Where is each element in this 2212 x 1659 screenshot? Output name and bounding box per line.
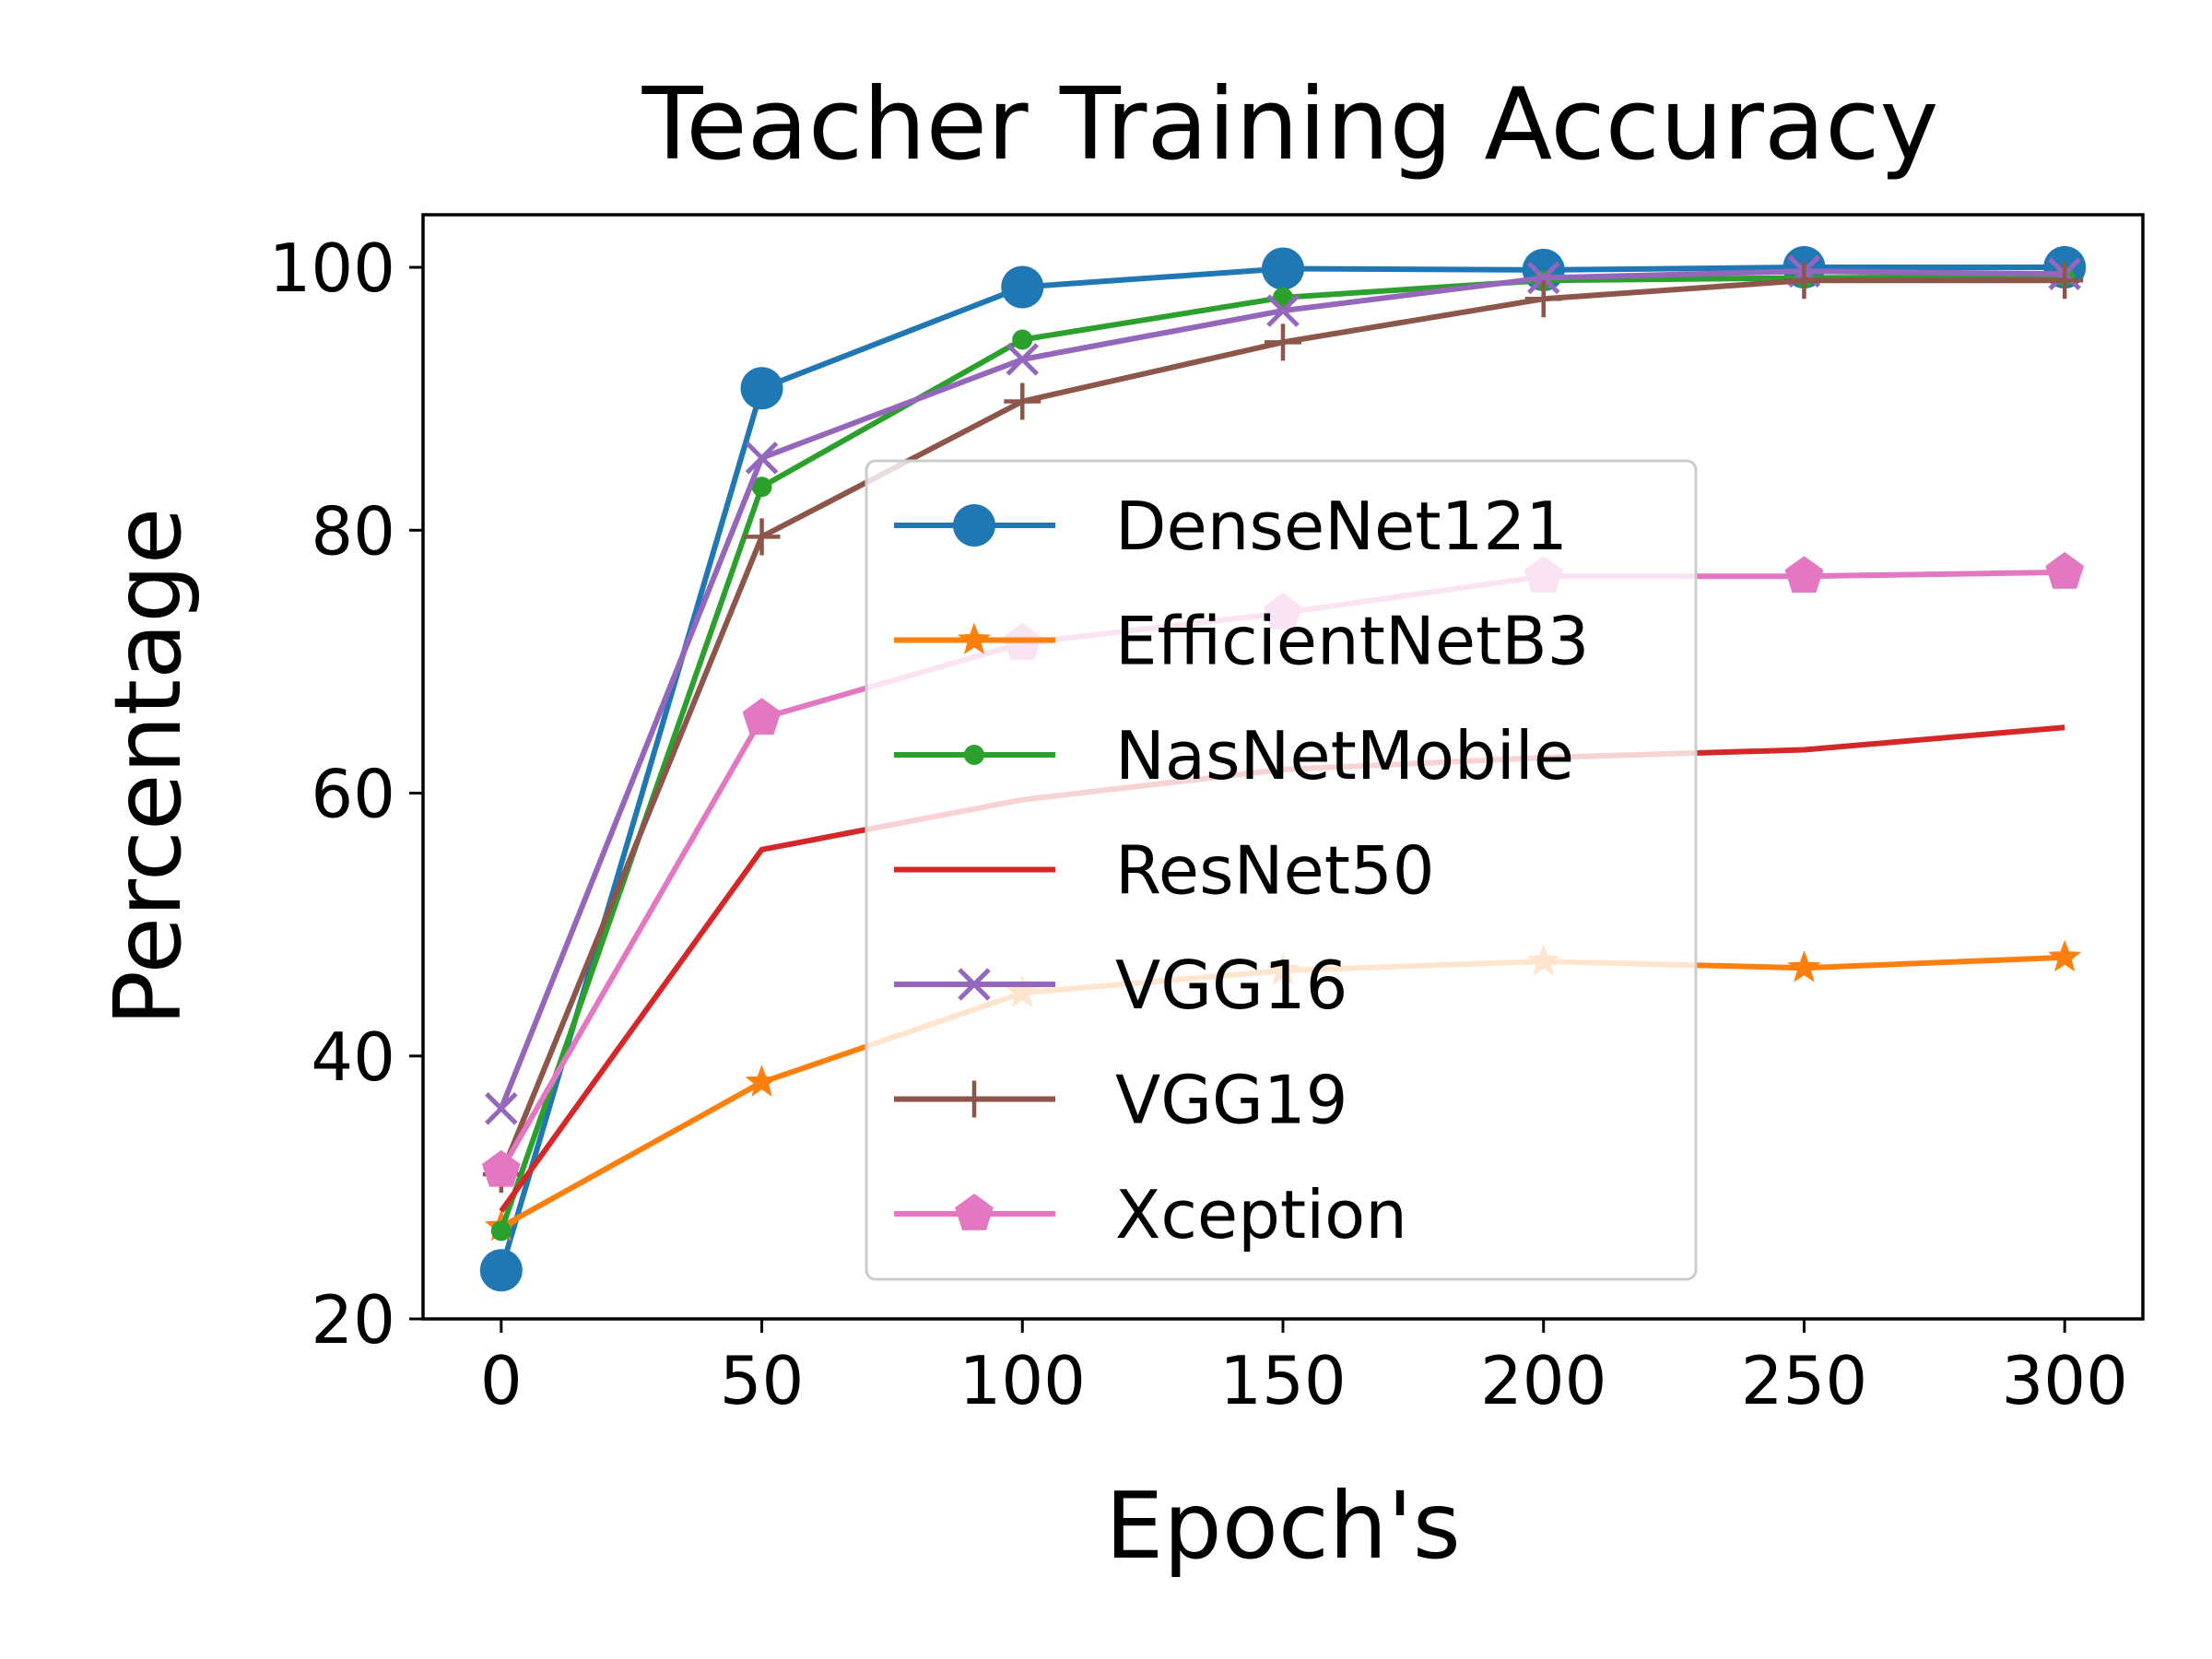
data-point-vgg19 bbox=[1004, 382, 1041, 420]
data-point-xception bbox=[742, 698, 782, 735]
y-tick-label: 60 bbox=[311, 756, 395, 833]
data-point-densenet121 bbox=[1001, 265, 1044, 309]
data-point-vgg19 bbox=[1524, 280, 1562, 318]
x-tick-label: 50 bbox=[720, 1342, 805, 1419]
axis-ticks: 0 50 100 150 200 250 300 20 40 60 80 100 bbox=[269, 229, 2128, 1419]
x-tick-label: 250 bbox=[1741, 1342, 1867, 1419]
data-point-nasnetmobile bbox=[490, 1220, 512, 1241]
legend: DenseNet121 EfficientNetB3 NasNetMobile Res… bbox=[865, 459, 1698, 1281]
data-point-xception bbox=[481, 1149, 521, 1187]
legend-box bbox=[865, 459, 1698, 1281]
data-point-efficientnetb3 bbox=[1787, 950, 1821, 982]
data-point-efficientnetb3 bbox=[745, 1065, 779, 1097]
data-point-vgg16 bbox=[485, 1092, 518, 1125]
legend-label: DenseNet121 bbox=[1115, 488, 1568, 565]
x-axis-label: Epoch's bbox=[1105, 1472, 1461, 1580]
legend-label: ResNet50 bbox=[1115, 832, 1435, 910]
data-point-densenet121 bbox=[479, 1249, 523, 1292]
data-point-nasnetmobile bbox=[751, 477, 772, 498]
y-tick-label: 40 bbox=[311, 1018, 395, 1096]
legend-swatch-marker bbox=[964, 745, 984, 765]
data-point-densenet121 bbox=[1262, 247, 1304, 290]
legend-label: VGG16 bbox=[1115, 947, 1347, 1024]
chart-title: Teacher Training Accuracy bbox=[641, 67, 1939, 182]
data-point-vgg19 bbox=[2046, 262, 2084, 300]
legend-swatch-marker bbox=[955, 1194, 994, 1230]
legend-item-resnet50: ResNet50 bbox=[894, 832, 1435, 910]
data-point-densenet121 bbox=[740, 367, 783, 410]
y-axis-label: Percentage bbox=[94, 508, 202, 1027]
legend-label: VGG19 bbox=[1115, 1062, 1347, 1139]
legend-label: Xception bbox=[1115, 1176, 1407, 1253]
x-tick-label: 200 bbox=[1480, 1342, 1606, 1419]
data-point-nasnetmobile bbox=[1012, 329, 1033, 350]
data-point-vgg19 bbox=[1785, 262, 1823, 300]
x-tick-label: 150 bbox=[1219, 1342, 1346, 1419]
x-tick-label: 0 bbox=[480, 1342, 523, 1419]
legend-swatch-marker bbox=[956, 1080, 993, 1118]
legend-label: NasNetMobile bbox=[1115, 717, 1574, 794]
data-point-vgg16 bbox=[1006, 343, 1040, 376]
legend-swatch-marker bbox=[953, 504, 995, 547]
x-tick-label: 100 bbox=[959, 1342, 1086, 1419]
data-point-efficientnetb3 bbox=[2048, 939, 2082, 972]
legend-item-vgg16: VGG16 bbox=[894, 947, 1347, 1024]
data-point-vgg19 bbox=[743, 518, 781, 556]
legend-label: EfficientNetB3 bbox=[1115, 603, 1589, 680]
data-point-xception bbox=[2045, 551, 2085, 589]
y-tick-label: 80 bbox=[311, 492, 395, 570]
x-tick-label: 300 bbox=[2001, 1342, 2127, 1419]
data-point-vgg16 bbox=[1526, 261, 1560, 295]
legend-item-vgg19: VGG19 bbox=[894, 1062, 1347, 1139]
data-point-vgg16 bbox=[745, 441, 779, 475]
y-tick-label: 20 bbox=[311, 1281, 395, 1359]
legend-swatch-marker bbox=[957, 622, 992, 654]
legend-item-efficientnetb3: EfficientNetB3 bbox=[894, 603, 1589, 680]
data-point-vgg16 bbox=[1266, 294, 1300, 327]
y-tick-label: 100 bbox=[269, 229, 395, 307]
legend-item-densenet121: DenseNet121 bbox=[894, 488, 1568, 565]
data-point-vgg19 bbox=[1265, 324, 1301, 361]
legend-item-xception: Xception bbox=[894, 1176, 1407, 1253]
data-point-xception bbox=[1784, 556, 1824, 593]
legend-item-nasnetmobile: NasNetMobile bbox=[894, 717, 1574, 794]
legend-swatch-marker bbox=[958, 968, 991, 1001]
